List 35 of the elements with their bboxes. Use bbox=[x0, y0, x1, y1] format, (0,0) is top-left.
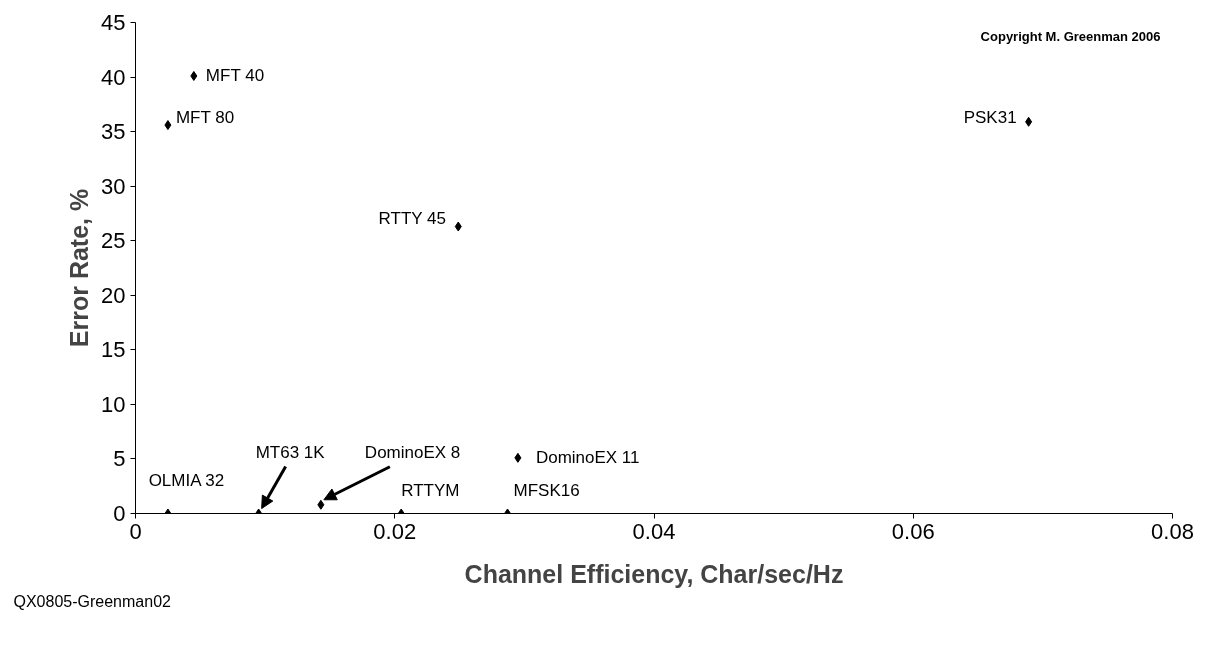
annotation: Copyright M. Greenman 2006 bbox=[980, 28, 1161, 44]
x-tick-label: 0.06 bbox=[891, 518, 935, 544]
x-tick-label: 0.04 bbox=[632, 518, 676, 544]
y-tick-label: 0 bbox=[113, 501, 126, 526]
text: QX0805-Greenman02 bbox=[13, 592, 172, 610]
annotation: OLMIA 32 bbox=[148, 471, 225, 490]
annotation: MFT 40 bbox=[205, 66, 265, 86]
annotation: DominoEX 8 bbox=[364, 443, 461, 463]
point bbox=[514, 452, 522, 463]
annotation: PSK31 bbox=[963, 108, 1017, 128]
annotation: DominoEX 11 bbox=[535, 448, 640, 468]
point bbox=[1025, 116, 1033, 127]
y-tick-label: 5 bbox=[113, 446, 126, 472]
annotation: MFT 80 bbox=[175, 107, 235, 127]
x-axis-title: Channel Efficiency, Char/sec/Hz bbox=[464, 559, 844, 588]
y-tick-label: 45 bbox=[101, 10, 126, 35]
annotation: MFSK16 bbox=[513, 481, 580, 500]
y-tick-label: 20 bbox=[101, 282, 126, 308]
y-tick-label: 15 bbox=[101, 337, 126, 363]
y-tick-label: 30 bbox=[101, 173, 126, 199]
annotation: MT63 1K bbox=[255, 443, 326, 462]
y-tick-label: 25 bbox=[101, 228, 126, 254]
annotation: RTTY 45 bbox=[378, 209, 446, 229]
x-tick-label: 0 bbox=[129, 518, 142, 544]
point bbox=[317, 499, 325, 510]
x-tick-label: 0.08 bbox=[1151, 518, 1194, 544]
y-tick-label: 40 bbox=[101, 64, 126, 90]
y-tick-label: 35 bbox=[101, 119, 126, 145]
y-tick-label: 10 bbox=[101, 391, 126, 417]
point bbox=[190, 70, 198, 81]
point bbox=[454, 221, 462, 232]
annotation: RTTYM bbox=[401, 481, 460, 500]
y-axis-title: Error Rate, % bbox=[65, 188, 94, 348]
point bbox=[164, 120, 172, 131]
x-tick-label: 0.02 bbox=[373, 518, 417, 544]
